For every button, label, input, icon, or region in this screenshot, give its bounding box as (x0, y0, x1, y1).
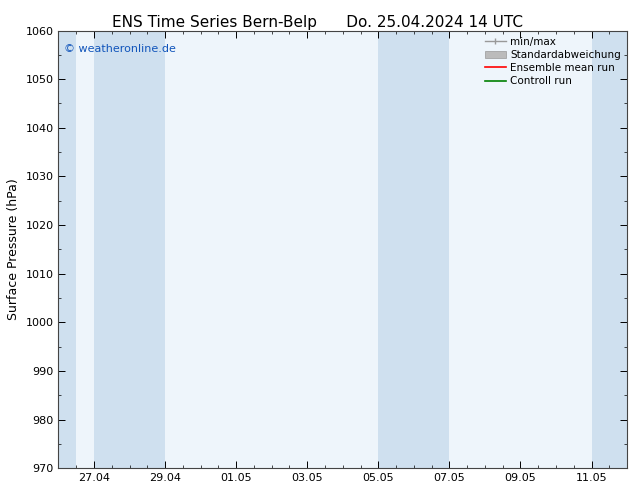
Bar (94, 30, 165, 468)
Text: © weatheronline.de: © weatheronline.de (64, 44, 176, 54)
Bar (592, 30, 627, 468)
Legend: min/max, Standardabweichung, Ensemble mean run, Controll run: min/max, Standardabweichung, Ensemble me… (481, 33, 625, 90)
Text: ENS Time Series Bern-Belp      Do. 25.04.2024 14 UTC: ENS Time Series Bern-Belp Do. 25.04.2024… (112, 15, 522, 30)
Bar (378, 30, 414, 468)
Bar (58, 30, 76, 468)
Bar (414, 30, 450, 468)
Y-axis label: Surface Pressure (hPa): Surface Pressure (hPa) (7, 178, 20, 320)
